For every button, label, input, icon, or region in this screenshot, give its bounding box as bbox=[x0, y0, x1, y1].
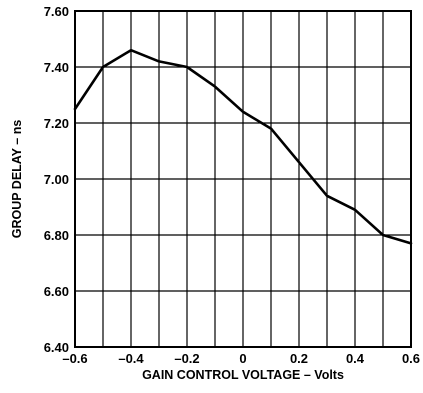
x-tick-label: –0.4 bbox=[118, 351, 144, 366]
y-tick-label: 7.40 bbox=[44, 60, 69, 75]
y-tick-label: 7.00 bbox=[44, 172, 69, 187]
y-tick-label: 6.40 bbox=[44, 340, 69, 355]
y-tick-label: 7.60 bbox=[44, 4, 69, 19]
y-tick-label: 6.80 bbox=[44, 228, 69, 243]
x-tick-label: –0.6 bbox=[62, 351, 87, 366]
x-tick-label: –0.2 bbox=[174, 351, 199, 366]
x-axis-title: GAIN CONTROL VOLTAGE – Volts bbox=[142, 368, 344, 382]
plot-frame bbox=[74, 10, 412, 348]
x-tick-label: 0.6 bbox=[402, 351, 420, 366]
y-tick-label: 7.20 bbox=[44, 116, 69, 131]
series-line bbox=[73, 48, 413, 245]
series-layer bbox=[73, 48, 413, 245]
y-axis-title: GROUP DELAY – ns bbox=[10, 120, 24, 239]
x-tick-labels: –0.6 –0.4 –0.2 0 0.2 0.4 0.6 bbox=[62, 351, 420, 366]
x-tick-label: 0.2 bbox=[290, 351, 308, 366]
y-tick-labels: 6.40 6.60 6.80 7.00 7.20 7.40 7.60 bbox=[44, 4, 69, 355]
x-tick-label: 0.4 bbox=[346, 351, 365, 366]
x-tick-label: 0 bbox=[239, 351, 246, 366]
grid bbox=[74, 10, 412, 348]
y-tick-label: 6.60 bbox=[44, 284, 69, 299]
